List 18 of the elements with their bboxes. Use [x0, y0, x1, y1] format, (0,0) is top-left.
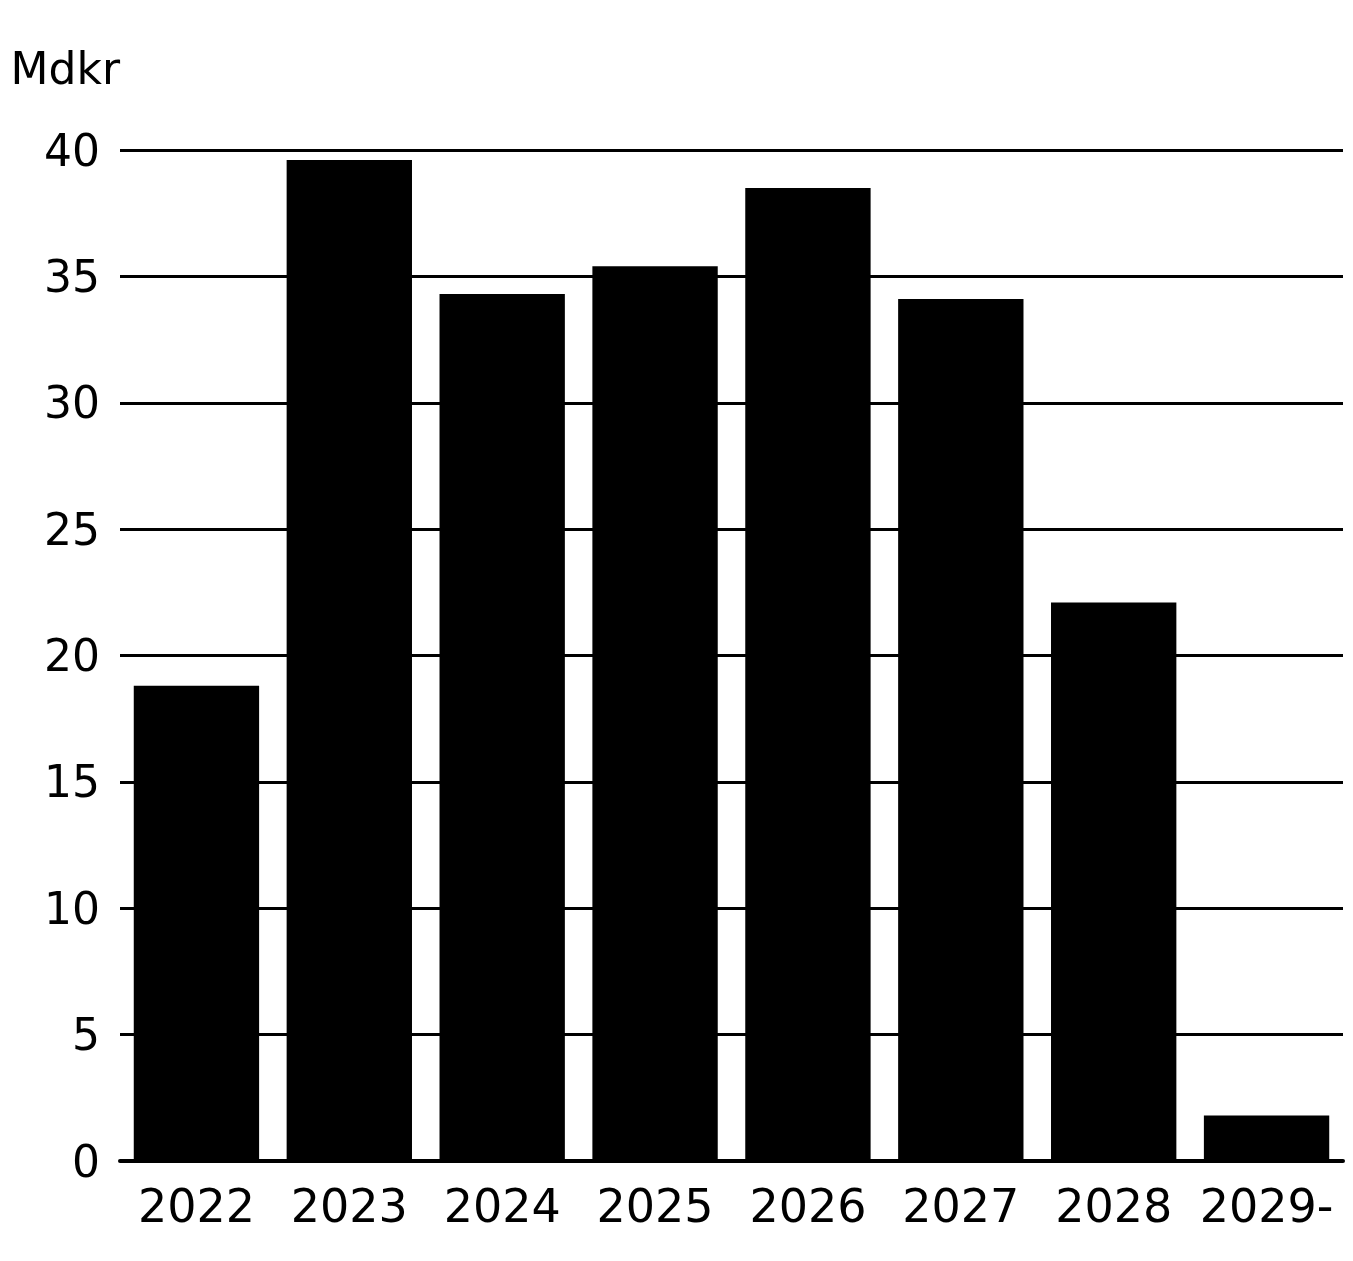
y-axis-title: Mdkr: [10, 42, 121, 94]
x-tick-label: 2026: [749, 1179, 867, 1233]
x-tick-label: 2023: [290, 1179, 408, 1233]
y-tick-label: 10: [44, 882, 100, 934]
x-tick-label: 2028: [1055, 1179, 1173, 1233]
y-tick-label: 15: [44, 756, 100, 808]
x-tick-label: 2025: [596, 1179, 714, 1233]
x-tick-label: 2022: [137, 1179, 255, 1233]
y-tick-label: 40: [44, 124, 100, 176]
y-tick-label: 30: [44, 377, 100, 429]
y-tick-label: 25: [44, 503, 100, 555]
y-tick-label: 5: [72, 1009, 100, 1061]
y-tick-label: 35: [44, 250, 100, 302]
x-tick-label: 2027: [902, 1179, 1020, 1233]
x-tick-label: 2024: [443, 1179, 561, 1233]
y-tick-label: 0: [72, 1135, 100, 1187]
y-tick-label: 20: [44, 630, 100, 681]
x-tick-label: 2029-: [1199, 1179, 1334, 1233]
